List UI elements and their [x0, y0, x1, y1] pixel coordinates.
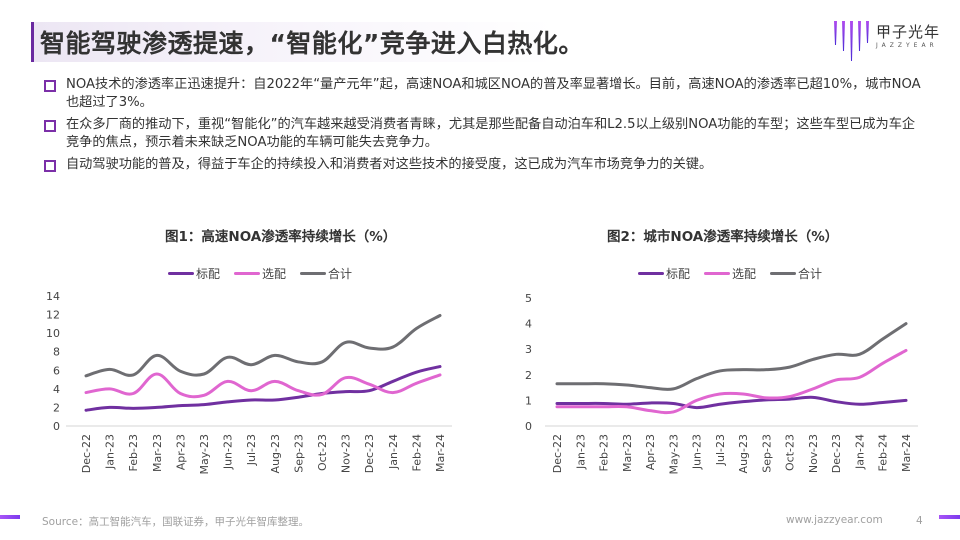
x-tick-label: Jan-24: [853, 434, 866, 470]
bullet-item: NOA技术的渗透率正迅速提升：自2022年“量产元年”起，高速NOA和城区NOA…: [44, 76, 924, 112]
x-tick-label: Jun-23: [691, 434, 704, 470]
legend-item-total: 合计: [770, 265, 822, 282]
x-tick-label: Jan-23: [574, 434, 587, 470]
x-tick-label: Feb-23: [127, 434, 140, 471]
bullet-text: 自动驾驶功能的普及，得益于车企的持续投入和消费者对这些技术的接受度，这已成为汽车…: [66, 157, 713, 172]
legend-label: 选配: [732, 267, 757, 281]
square-bullet-icon: [44, 80, 56, 92]
legend-line-icon: [638, 272, 664, 275]
x-tick-label: Jan-24: [387, 434, 400, 470]
y-tick-label: 8: [53, 346, 60, 359]
footer-accent-left: [0, 515, 20, 519]
y-tick-label: 2: [525, 369, 532, 382]
legend-item-standard: 标配: [638, 265, 690, 282]
legend-item-optional: 选配: [234, 265, 286, 282]
x-tick-label: Feb-23: [598, 434, 611, 471]
x-tick-label: Nov-23: [340, 434, 353, 473]
series-line: [84, 372, 442, 399]
footer-accent-right: [939, 515, 960, 519]
x-tick-label: Sep-23: [292, 434, 305, 473]
legend-item-total: 合计: [300, 265, 352, 282]
page-number: 4: [916, 515, 923, 527]
x-tick-label: Oct-23: [784, 434, 797, 471]
legend-item-standard: 标配: [168, 265, 220, 282]
legend-label: 标配: [196, 267, 221, 281]
y-tick-label: 5: [525, 292, 532, 305]
x-tick-label: Oct-23: [316, 434, 329, 471]
legend-label: 合计: [328, 267, 353, 281]
legend-item-optional: 选配: [704, 265, 756, 282]
y-tick-label: 4: [525, 318, 532, 331]
y-tick-label: 0: [53, 420, 60, 433]
x-tick-label: Dec-22: [80, 434, 93, 473]
bullet-text: 在众多厂商的推动下，重视“智能化”的汽车越来越受消费者青睐，尤其是那些配备自动泊…: [66, 117, 916, 150]
y-tick-label: 4: [53, 383, 60, 396]
y-tick-label: 2: [53, 401, 60, 414]
bullet-text: NOA技术的渗透率正迅速提升：自2022年“量产元年”起，高速NOA和城区NOA…: [66, 77, 921, 110]
series-line: [84, 365, 442, 412]
x-tick-label: Jul-23: [245, 434, 258, 466]
x-tick-label: Dec-22: [551, 434, 564, 473]
x-tick-label: Feb-24: [410, 434, 423, 471]
chart-1-title: 图1：高速NOA渗透率持续增长（%）: [165, 229, 397, 245]
series-line: [555, 348, 908, 415]
x-tick-label: Mar-23: [151, 434, 164, 472]
legend-label: 标配: [666, 267, 691, 281]
square-bullet-icon: [44, 120, 56, 132]
x-tick-label: Mar-23: [621, 434, 634, 472]
y-tick-label: 3: [525, 343, 532, 356]
series-line: [555, 395, 908, 410]
x-tick-label: Jan-23: [104, 434, 117, 470]
x-tick-label: Sep-23: [760, 434, 773, 473]
legend-line-icon: [770, 272, 797, 275]
logo: 甲子光年 JAZZYEAR: [832, 17, 952, 63]
legend-label: 合计: [798, 267, 823, 281]
y-tick-label: 0: [525, 420, 532, 433]
x-tick-label: Dec-23: [830, 434, 843, 473]
chart-2-title: 图2：城市NOA渗透率持续增长（%）: [607, 229, 839, 245]
y-tick-label: 10: [46, 327, 60, 340]
x-tick-label: Nov-23: [807, 434, 820, 473]
legend-line-icon: [704, 272, 731, 275]
x-tick-label: Jul-23: [714, 434, 727, 466]
title-banner: [31, 22, 554, 62]
legend-line-icon: [234, 272, 261, 275]
legend-line-icon: [300, 272, 327, 275]
x-tick-label: Dec-23: [363, 434, 376, 473]
x-tick-label: Apr-23: [644, 434, 657, 470]
x-tick-label: May-23: [198, 434, 211, 475]
series-line: [555, 322, 908, 391]
square-bullet-icon: [44, 160, 56, 172]
x-tick-label: Mar-24: [434, 434, 447, 472]
x-tick-label: Aug-23: [737, 434, 750, 473]
chart-2-legend: 标配 选配 合计: [638, 265, 836, 282]
x-tick-label: Aug-23: [269, 434, 282, 473]
legend-label: 选配: [262, 267, 287, 281]
series-line: [84, 314, 442, 378]
legend-line-icon: [168, 272, 194, 275]
y-tick-label: 6: [53, 364, 60, 377]
x-tick-label: Feb-24: [877, 434, 890, 471]
x-tick-label: Jun-23: [222, 434, 235, 470]
bullet-list: NOA技术的渗透率正迅速提升：自2022年“量产元年”起，高速NOA和城区NOA…: [44, 76, 924, 178]
x-tick-label: Mar-24: [900, 434, 913, 472]
x-tick-label: Apr-23: [174, 434, 187, 470]
y-tick-label: 1: [525, 394, 532, 407]
x-tick-label: May-23: [667, 434, 680, 475]
y-tick-label: 14: [46, 290, 60, 303]
source-note: Source：高工智能汽车，国联证券，甲子光年智库整理。: [42, 516, 310, 528]
y-tick-label: 12: [46, 309, 60, 322]
website-link[interactable]: www.jazzyear.com: [786, 514, 883, 526]
logo-icon: [834, 21, 869, 61]
chart-1-legend: 标配 选配 合计: [168, 265, 366, 282]
bullet-item: 在众多厂商的推动下，重视“智能化”的汽车越来越受消费者青睐，尤其是那些配备自动泊…: [44, 116, 924, 152]
logo-name: 甲子光年: [876, 23, 941, 41]
logo-subtitle: JAZZYEAR: [876, 42, 938, 49]
bullet-item: 自动驾驶功能的普及，得益于车企的持续投入和消费者对这些技术的接受度，这已成为汽车…: [44, 156, 924, 174]
page-title: 智能驾驶渗透提速，“智能化”竞争进入白热化。: [40, 29, 584, 58]
